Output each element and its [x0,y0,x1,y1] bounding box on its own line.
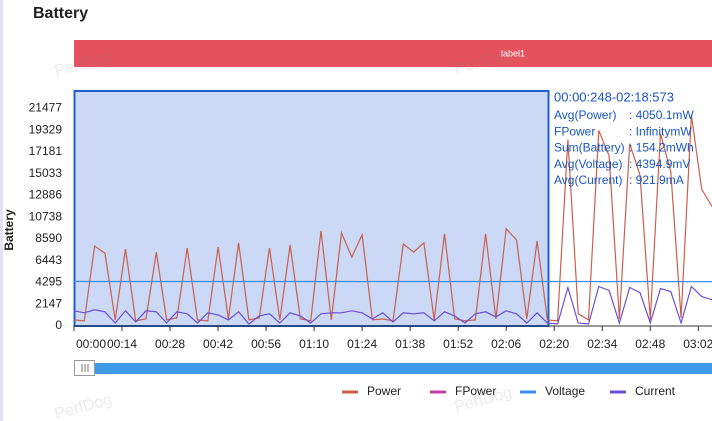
stat-value: : 4394.9mV [629,157,690,171]
label-band [74,40,712,67]
x-tick-label: 02:48 [635,337,665,351]
legend-label: Voltage [545,384,585,398]
stat-name: Avg(Voltage) [554,157,623,171]
band-label: label1 [501,48,525,58]
stat-name: Sum(Battery) [554,141,625,155]
watermark: PerfDog [53,391,114,421]
y-tick-label: 10738 [29,209,63,223]
y-axis-label: Battery [2,209,16,251]
y-tick-label: 17181 [29,144,63,158]
y-tick-label: 19329 [29,122,63,136]
x-tick-label: 03:02 [683,337,712,351]
legend-label: FPower [455,384,496,398]
x-tick-label: 00:56 [251,337,281,351]
selection-range: 00:00:248-02:18:573 [554,89,674,104]
left-border [0,0,3,421]
y-tick-label: 0 [55,318,62,332]
x-tick-label: 01:52 [443,337,473,351]
series-line [73,285,712,326]
x-tick-label: 00:00 [76,337,106,351]
x-tick-label: 00:42 [203,337,233,351]
y-tick-label: 15033 [29,166,63,180]
selection-box[interactable] [73,90,550,327]
stat-name: Avg(Current) [554,173,622,187]
x-tick-label: 01:10 [299,337,329,351]
y-tick-label: 21477 [29,101,63,115]
stat-value: : 4050.1mW [629,108,694,122]
y-tick-label: 4295 [35,275,62,289]
selection-stats: 00:00:248-02:18:573 Avg(Power) : 4050.1mW F… [554,89,694,187]
chart-title: Battery [33,5,88,22]
stat-value: : 154.2mWh [629,141,694,155]
x-tick-label: 02:20 [539,337,569,351]
legend: Power FPower Voltage Current [342,384,676,398]
y-tick-label: 8590 [35,231,62,245]
stat-value: : InfinitymW [629,124,692,138]
legend-label: Current [635,384,676,398]
scroll-track[interactable] [94,363,712,374]
x-tick-label: 00:14 [107,337,137,351]
x-tick-label: 01:24 [347,337,377,351]
stat-value: : 921.9mA [629,173,684,187]
x-tick-label: 00:28 [155,337,185,351]
x-tick-label: 02:34 [587,337,617,351]
y-tick-label: 6443 [35,253,62,267]
stat-name: Avg(Power) [554,108,616,122]
series-line [73,115,712,322]
y-tick-label: 2147 [35,296,62,310]
x-tick-label: 01:38 [395,337,425,351]
y-tick-label: 12886 [29,188,63,202]
legend-label: Power [367,384,401,398]
plot [73,115,712,326]
stat-name: FPower [554,124,595,138]
x-tick-label: 02:06 [491,337,521,351]
